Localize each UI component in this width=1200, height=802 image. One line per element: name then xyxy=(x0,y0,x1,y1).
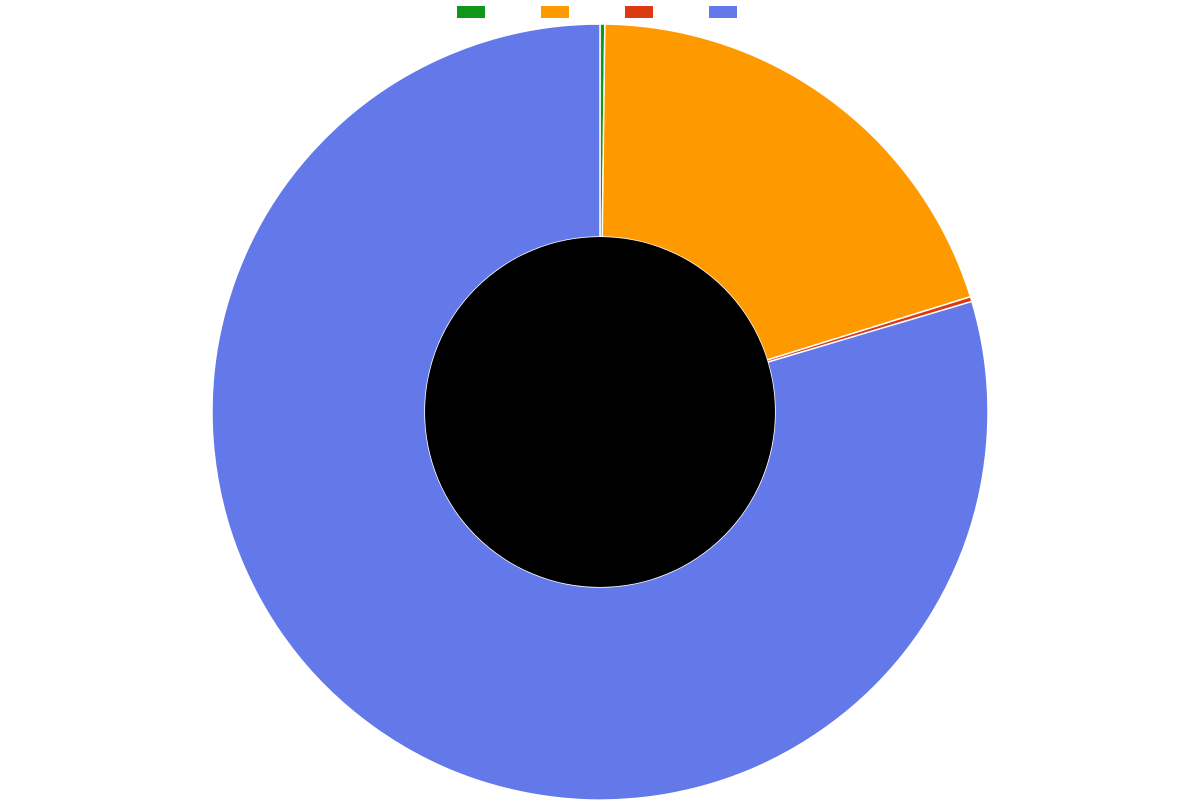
legend-swatch-0 xyxy=(457,6,485,18)
legend xyxy=(0,6,1200,18)
legend-item-1[interactable] xyxy=(541,6,575,18)
legend-swatch-2 xyxy=(625,6,653,18)
donut-svg xyxy=(210,22,990,802)
donut-chart xyxy=(0,24,1200,800)
chart-container xyxy=(0,0,1200,800)
legend-item-2[interactable] xyxy=(625,6,659,18)
donut-center-hole xyxy=(425,237,775,587)
legend-swatch-1 xyxy=(541,6,569,18)
legend-item-3[interactable] xyxy=(709,6,743,18)
legend-swatch-3 xyxy=(709,6,737,18)
legend-item-0[interactable] xyxy=(457,6,491,18)
